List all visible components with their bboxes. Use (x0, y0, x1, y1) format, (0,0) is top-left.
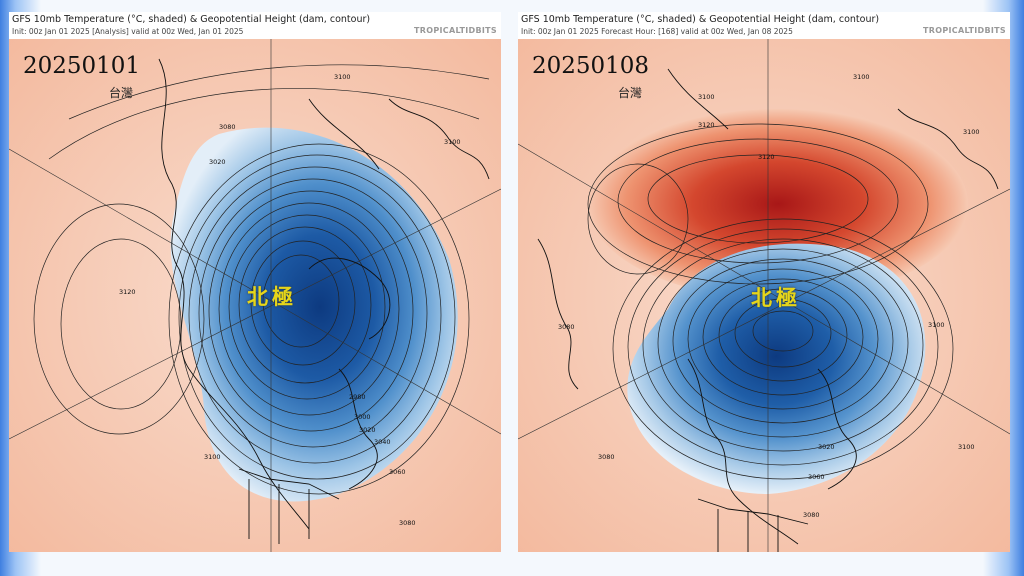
coastlines (537, 68, 999, 552)
contour-label: 3080 (399, 519, 416, 527)
polar-map: 3100 3100 3100 3120 3120 3080 3080 3060 … (518, 39, 1010, 552)
panel-header: GFS 10mb Temperature (°C, shaded) & Geop… (518, 12, 1010, 40)
contour-label: 3060 (389, 468, 406, 476)
geopotential-contours (587, 123, 954, 480)
cold-vortex (170, 127, 458, 502)
contour-label: 3100 (334, 73, 351, 81)
north-pole-label: 北極 (247, 285, 297, 309)
map-graphic: 3100 3100 3080 3060 3040 3020 3020 3000 … (9, 39, 501, 552)
date-label: 20250108 (532, 53, 650, 79)
taiwan-label: 台灣 (109, 86, 134, 100)
contour-label: 3100 (928, 321, 945, 329)
brand-watermark: TROPICALTIDBITS (923, 26, 1006, 35)
contour-label: 3080 (598, 453, 615, 461)
map-graphic: 3100 3100 3100 3120 3120 3080 3080 3060 … (518, 39, 1010, 552)
contour-label: 3080 (219, 123, 236, 131)
contour-label: 3020 (359, 426, 376, 434)
taiwan-label: 台灣 (618, 86, 643, 100)
map-panel-right: GFS 10mb Temperature (°C, shaded) & Geop… (518, 12, 1010, 552)
panel-header: GFS 10mb Temperature (°C, shaded) & Geop… (9, 12, 501, 40)
contour-label: 3100 (444, 138, 461, 146)
warm-anomaly (588, 109, 968, 299)
map-title: GFS 10mb Temperature (°C, shaded) & Geop… (521, 14, 880, 25)
date-label: 20250101 (23, 53, 141, 79)
contour-label: 3120 (698, 121, 715, 129)
polar-map: 3100 3100 3080 3060 3040 3020 3020 3000 … (9, 39, 501, 552)
contour-label: 3040 (374, 438, 391, 446)
north-pole-label: 北極 (751, 286, 801, 310)
contour-label: 3020 (818, 443, 835, 451)
map-graticule (518, 39, 1010, 552)
contour-label: 3100 (958, 443, 975, 451)
brand-watermark: TROPICALTIDBITS (414, 26, 497, 35)
map-subtitle: Init: 00z Jan 01 2025 Forecast Hour: [16… (521, 27, 793, 36)
contour-label: 3120 (758, 153, 775, 161)
map-title: GFS 10mb Temperature (°C, shaded) & Geop… (12, 14, 371, 25)
contour-label: 3080 (803, 511, 820, 519)
coastlines (158, 58, 490, 544)
map-subtitle: Init: 00z Jan 01 2025 [Analysis] valid a… (12, 27, 244, 36)
contour-label: 3020 (209, 158, 226, 166)
contour-label: 3120 (119, 288, 136, 296)
contour-label: 3100 (204, 453, 221, 461)
contour-labels: 3100 3100 3080 3060 3040 3020 3020 3000 … (119, 73, 461, 527)
contour-label: 2980 (349, 393, 366, 401)
contour-label: 3060 (808, 473, 825, 481)
contour-label: 3100 (853, 73, 870, 81)
map-panel-left: GFS 10mb Temperature (°C, shaded) & Geop… (9, 12, 501, 552)
contour-label: 3100 (963, 128, 980, 136)
contour-label: 3000 (354, 413, 371, 421)
map-graticule (9, 39, 501, 552)
contour-label: 3100 (698, 93, 715, 101)
contour-labels: 3100 3100 3100 3120 3120 3080 3080 3060 … (558, 73, 980, 519)
contour-label: 3080 (558, 323, 575, 331)
geopotential-contours (33, 64, 490, 495)
